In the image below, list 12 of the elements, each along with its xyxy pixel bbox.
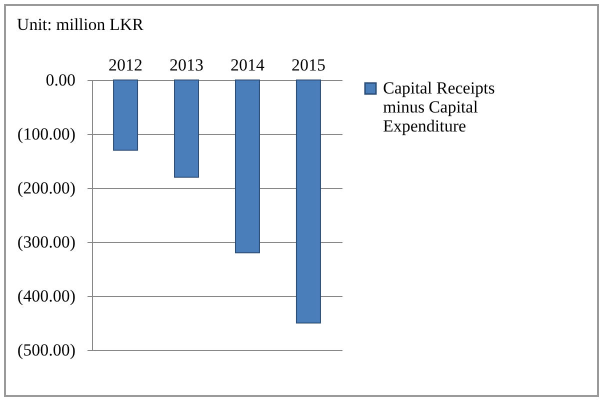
chart-title: Unit: million LKR	[16, 15, 144, 34]
x-tick-label: 2014	[230, 56, 265, 74]
legend-label: Capital Receipts minus Capital Expenditure	[383, 78, 495, 136]
y-tick-label: 0.00	[46, 70, 76, 90]
y-tick-label: (300.00)	[17, 232, 76, 252]
y-tick-label: (200.00)	[17, 178, 76, 198]
y-tick-label: (100.00)	[17, 124, 76, 144]
y-tick-label: (500.00)	[17, 340, 76, 360]
y-tick-label: (400.00)	[17, 286, 76, 306]
x-tick-label: 2013	[170, 56, 204, 74]
x-tick-label: 2012	[108, 56, 143, 74]
x-tick-label: 2015	[291, 56, 326, 74]
